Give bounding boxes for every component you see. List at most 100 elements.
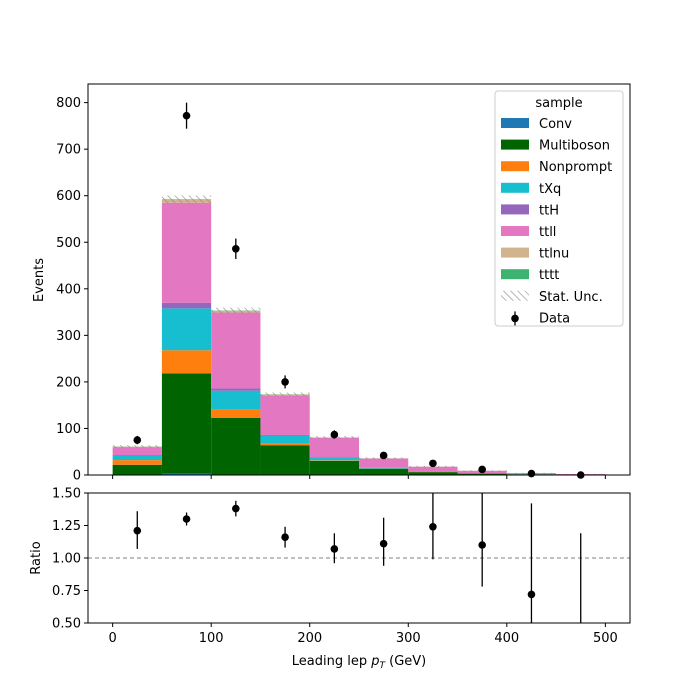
ratio-point-8 bbox=[527, 590, 536, 599]
ratio-y-axis-label: Ratio bbox=[29, 541, 44, 574]
ratio-y-ticks: 0.50 0.75 1.00 1.25 1.50 bbox=[52, 487, 88, 632]
bar-tth-3 bbox=[260, 434, 310, 436]
stacked-bars bbox=[112, 199, 606, 475]
ratio-point-7 bbox=[478, 541, 486, 549]
bar-ttll-0 bbox=[112, 447, 162, 455]
legend-title: sample bbox=[535, 96, 582, 111]
bar-txq-1 bbox=[161, 308, 212, 351]
stat-unc-2 bbox=[211, 307, 261, 314]
data-point-8 bbox=[527, 469, 536, 478]
stat-unc-3 bbox=[260, 392, 310, 397]
legend-label-ttll: ttll bbox=[539, 225, 556, 240]
main-y-axis-label: Events bbox=[32, 258, 47, 302]
x-tick-label-0: 0 bbox=[108, 631, 116, 646]
ratio-point-5 bbox=[379, 539, 388, 548]
legend-label-tth: ttH bbox=[539, 203, 559, 218]
legend-swatch-stat-unc bbox=[501, 290, 529, 301]
bar-tth-2 bbox=[211, 388, 261, 391]
ratio-x-ticks: 0 100 200 300 400 500 bbox=[108, 623, 618, 646]
bar-multiboson-0 bbox=[112, 464, 162, 475]
main-y-tick-label-500: 500 bbox=[56, 236, 81, 251]
data-point-7 bbox=[478, 465, 486, 474]
ratio-axes-frame bbox=[87, 492, 631, 624]
legend-label-conv: Conv bbox=[539, 117, 572, 132]
stat-unc-1 bbox=[161, 195, 212, 203]
bar-multiboson-4 bbox=[309, 460, 359, 475]
ratio-point-4 bbox=[330, 545, 339, 553]
bar-nonprompt-0 bbox=[112, 460, 162, 465]
x-tick-label-100: 100 bbox=[199, 631, 224, 646]
main-axes-frame bbox=[87, 83, 631, 476]
ratio-point-6 bbox=[429, 523, 437, 531]
ratio-panel: 0.50 0.75 1.00 1.25 1.50 0 100 200 300 400 500 Ra… bbox=[29, 487, 631, 671]
bar-multiboson-5 bbox=[359, 468, 409, 475]
bar-tth-1 bbox=[161, 302, 212, 309]
ratio-points bbox=[133, 493, 582, 623]
x-tick-label-500: 500 bbox=[593, 631, 618, 646]
bar-multiboson-7 bbox=[457, 473, 507, 475]
x-tick-label-200: 200 bbox=[297, 631, 322, 646]
data-point-3 bbox=[281, 378, 289, 386]
main-x-ticks bbox=[112, 475, 606, 479]
data-point-5 bbox=[379, 451, 388, 460]
bar-ttll-5 bbox=[359, 458, 409, 468]
main-y-ticks: 0 100 200 300 400 500 600 700 800 bbox=[56, 96, 88, 484]
bar-ttll-4 bbox=[309, 437, 359, 458]
main-y-tick-label-700: 700 bbox=[56, 143, 81, 158]
legend-label-data: Data bbox=[539, 311, 570, 326]
legend-swatch-txq bbox=[501, 182, 529, 193]
bar-multiboson-1 bbox=[161, 373, 212, 474]
x-tick-label-300: 300 bbox=[396, 631, 421, 646]
legend-label-txq: tXq bbox=[539, 182, 561, 197]
main-y-tick-label-0: 0 bbox=[73, 469, 81, 484]
bar-txq-3 bbox=[260, 435, 310, 444]
main-panel: 0 100 200 300 400 500 600 700 800 Events sample C… bbox=[32, 83, 631, 484]
main-y-tick-label-600: 600 bbox=[56, 189, 81, 204]
bar-txq-5 bbox=[359, 467, 409, 469]
bar-multiboson-6 bbox=[408, 472, 458, 475]
ratio-point-2 bbox=[232, 504, 240, 513]
ratio-point-0 bbox=[133, 526, 142, 535]
ratio-y-tick-label-0.50: 0.50 bbox=[52, 617, 81, 632]
bar-nonprompt-3 bbox=[260, 443, 310, 446]
data-point-1 bbox=[182, 111, 191, 120]
bar-ttll-6 bbox=[408, 466, 458, 472]
data-point-0 bbox=[133, 436, 142, 444]
legend-label-ttlnu: ttlnu bbox=[539, 247, 569, 262]
ratio-y-tick-label-1.50: 1.50 bbox=[52, 487, 81, 502]
x-axis-label: Leading lep pT (GeV) bbox=[292, 654, 426, 671]
bar-txq-0 bbox=[112, 455, 162, 461]
legend-swatch-conv bbox=[501, 118, 529, 128]
main-y-tick-label-200: 200 bbox=[56, 375, 81, 390]
legend-label-nonprompt: Nonprompt bbox=[539, 160, 612, 175]
legend-label-multiboson: Multiboson bbox=[539, 139, 610, 154]
legend-swatch-ttlnu bbox=[501, 247, 529, 258]
bar-ttll-3 bbox=[260, 395, 310, 435]
data-point-2 bbox=[232, 244, 240, 253]
legend-swatch-tth bbox=[501, 204, 529, 215]
main-y-tick-label-800: 800 bbox=[56, 96, 81, 111]
legend-swatch-tttt bbox=[501, 269, 529, 280]
legend-swatch-multiboson bbox=[501, 139, 529, 150]
legend-swatch-nonprompt bbox=[501, 161, 529, 172]
x-tick-label-400: 400 bbox=[494, 631, 519, 646]
bar-multiboson-3 bbox=[260, 445, 310, 475]
main-y-tick-label-400: 400 bbox=[56, 282, 81, 297]
bar-nonprompt-1 bbox=[161, 350, 212, 374]
bar-conv-1 bbox=[161, 473, 212, 475]
bar-multiboson-2 bbox=[211, 417, 261, 475]
ratio-y-tick-label-1.25: 1.25 bbox=[52, 519, 81, 534]
legend-box bbox=[494, 90, 624, 327]
legend-label-stat-unc: Stat. Unc. bbox=[539, 290, 603, 305]
legend-label-tttt: tttt bbox=[539, 268, 559, 283]
bar-txq-2 bbox=[211, 390, 261, 410]
bar-ttll-1 bbox=[161, 202, 212, 303]
legend: sample Conv Multiboson Nonprompt tXq ttH ttll t… bbox=[494, 90, 624, 327]
bar-nonprompt-2 bbox=[211, 409, 261, 418]
stat-unc-0 bbox=[112, 445, 162, 448]
data-points bbox=[133, 102, 585, 479]
ratio-y-tick-label-1.00: 1.00 bbox=[52, 552, 81, 567]
main-y-tick-label-300: 300 bbox=[56, 329, 81, 344]
bar-txq-4 bbox=[309, 458, 359, 461]
